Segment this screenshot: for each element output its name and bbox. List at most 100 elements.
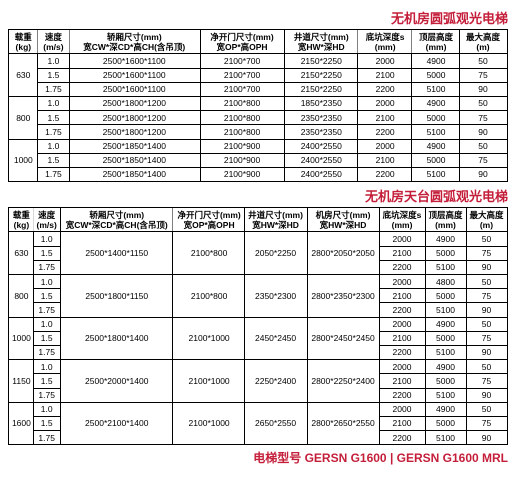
cell-door: 900*2100 — [201, 167, 285, 181]
table1: 载重(kg) 速度(m/s) 轿厢尺寸(mm)宽CW*深CD*高CH(含吊顶) … — [8, 29, 508, 182]
cell-top: 4800 — [425, 275, 466, 289]
cell-pit: 2100 — [379, 331, 425, 345]
table-row: 1.751400*1850*2500900*21002550*240022005… — [9, 167, 508, 181]
cell-pit: 2100 — [358, 68, 412, 82]
table-row: 10001.01400*1850*2500900*21002550*240020… — [9, 139, 508, 153]
cell-top: 4900 — [412, 139, 460, 153]
cell-max: 90 — [466, 388, 507, 402]
cell-top: 5100 — [412, 125, 460, 139]
table-row: 1.751200*1800*2500800*21002350*235022005… — [9, 125, 508, 139]
cell-pit: 2000 — [358, 54, 412, 68]
cell-door: 800*2100 — [201, 111, 285, 125]
cell-car: 1100*1600*2500 — [69, 82, 200, 96]
cell-top: 4900 — [425, 360, 466, 374]
cell-shaft: 2550*2650 — [245, 402, 308, 445]
cell-max: 90 — [466, 303, 507, 317]
cell-pit: 2100 — [379, 374, 425, 388]
cell-max: 90 — [460, 167, 508, 181]
cell-door: 800*2100 — [201, 125, 285, 139]
cell-speed: 1.0 — [34, 317, 61, 331]
table-row: 1.751100*1600*2500700*21002250*215022005… — [9, 82, 508, 96]
cell-pit: 2200 — [379, 345, 425, 359]
cell-speed: 1.75 — [34, 260, 61, 274]
cell-top: 4900 — [412, 54, 460, 68]
cell-max: 75 — [466, 331, 507, 345]
cell-load: 800 — [9, 96, 38, 139]
cell-shaft: 2350*2350 — [284, 125, 357, 139]
cell-speed: 1.5 — [34, 374, 61, 388]
cell-load: 630 — [9, 232, 34, 275]
cell-max: 90 — [466, 345, 507, 359]
cell-top: 5100 — [425, 345, 466, 359]
cell-speed: 1.0 — [34, 232, 61, 246]
cell-speed: 1.5 — [38, 111, 69, 125]
cell-mr: 2400*2250*2800 — [307, 360, 379, 403]
col-car: 轿厢尺寸(mm)宽CW*深CD*高CH(含吊顶) — [69, 30, 200, 54]
cell-max: 75 — [460, 153, 508, 167]
cell-car: 1200*1800*2500 — [69, 96, 200, 110]
cell-door: 900*2100 — [201, 153, 285, 167]
cell-pit: 2200 — [379, 303, 425, 317]
cell-load: 1000 — [9, 139, 38, 182]
cell-shaft: 2250*2050 — [245, 232, 308, 275]
col-speed: 速度(m/s) — [38, 30, 69, 54]
table-row: 6301.01150*1400*2500800*21002250*2050205… — [9, 232, 508, 246]
cell-speed: 1.0 — [38, 96, 69, 110]
cell-car: 1200*1800*2500 — [69, 111, 200, 125]
cell-top: 5000 — [425, 331, 466, 345]
cell-shaft: 2350*2350 — [284, 111, 357, 125]
cell-door: 800*2100 — [173, 232, 245, 275]
cell-max: 50 — [460, 96, 508, 110]
cell-car: 1150*1400*2500 — [60, 232, 173, 275]
table2: 载重(kg) 速度(m/s) 轿厢尺寸(mm)宽CW*深CD*高CH(含吊顶) … — [8, 207, 508, 445]
cell-top: 5100 — [425, 260, 466, 274]
cell-speed: 1.75 — [34, 431, 61, 445]
col-speed2: 速度(m/s) — [34, 208, 61, 232]
cell-top: 5000 — [412, 111, 460, 125]
cell-max: 90 — [466, 431, 507, 445]
col-top2: 顶层高度(mm) — [425, 208, 466, 232]
cell-top: 5000 — [412, 68, 460, 82]
col-mr2: 机房尺寸(mm)宽HW*深HD — [307, 208, 379, 232]
cell-top: 5000 — [425, 246, 466, 260]
cell-speed: 1.0 — [34, 402, 61, 416]
cell-speed: 1.5 — [38, 153, 69, 167]
cell-top: 5000 — [425, 374, 466, 388]
cell-door: 700*2100 — [201, 82, 285, 96]
col-pit2: 底坑深度s(mm) — [379, 208, 425, 232]
col-max: 最大高度(m) — [460, 30, 508, 54]
cell-max: 50 — [466, 402, 507, 416]
table1-title: 无机房圆弧观光电梯 — [8, 8, 508, 27]
cell-max: 90 — [460, 125, 508, 139]
cell-shaft: 2550*2400 — [284, 167, 357, 181]
cell-max: 50 — [466, 232, 507, 246]
cell-pit: 2000 — [379, 317, 425, 331]
cell-pit: 2200 — [379, 431, 425, 445]
cell-speed: 1.75 — [34, 303, 61, 317]
cell-shaft: 2250*2150 — [284, 82, 357, 96]
cell-speed: 1.5 — [34, 416, 61, 430]
cell-mr: 2300*2350*2800 — [307, 275, 379, 318]
cell-max: 75 — [460, 111, 508, 125]
cell-top: 4900 — [425, 402, 466, 416]
cell-shaft: 2350*1850 — [284, 96, 357, 110]
table-row: 8001.01150*1800*2500800*21002300*2350230… — [9, 275, 508, 289]
cell-pit: 2200 — [358, 125, 412, 139]
cell-max: 75 — [466, 246, 507, 260]
cell-shaft: 2450*2450 — [245, 317, 308, 360]
cell-speed: 1.0 — [34, 360, 61, 374]
cell-max: 90 — [460, 82, 508, 96]
cell-car: 1400*1850*2500 — [69, 153, 200, 167]
table2-title: 无机房天台圆弧观光电梯 — [8, 186, 508, 205]
col-top: 顶层高度(mm) — [412, 30, 460, 54]
cell-pit: 2000 — [379, 232, 425, 246]
cell-car: 1400*1850*2500 — [69, 139, 200, 153]
cell-top: 5000 — [425, 416, 466, 430]
col-shaft2: 井道尺寸(mm)宽HW*深HD — [245, 208, 308, 232]
cell-shaft: 2400*2250 — [245, 360, 308, 403]
cell-speed: 1.75 — [38, 82, 69, 96]
table-row: 10001.01400*1800*25001000*21002450*24502… — [9, 317, 508, 331]
cell-door: 1000*2100 — [173, 317, 245, 360]
cell-shaft: 2250*2150 — [284, 54, 357, 68]
col-door2: 净开门尺寸(mm)宽OP*高OPH — [173, 208, 245, 232]
